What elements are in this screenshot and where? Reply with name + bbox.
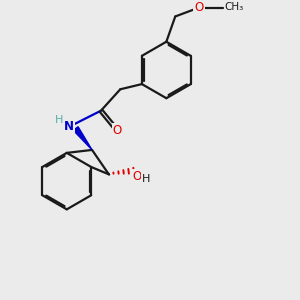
- Text: O: O: [194, 1, 204, 14]
- Polygon shape: [73, 127, 92, 150]
- Text: H: H: [142, 174, 150, 184]
- Text: O: O: [133, 169, 142, 183]
- Text: O: O: [113, 124, 122, 136]
- Text: H: H: [55, 115, 64, 124]
- Text: N: N: [64, 120, 74, 133]
- Text: CH₃: CH₃: [224, 2, 244, 12]
